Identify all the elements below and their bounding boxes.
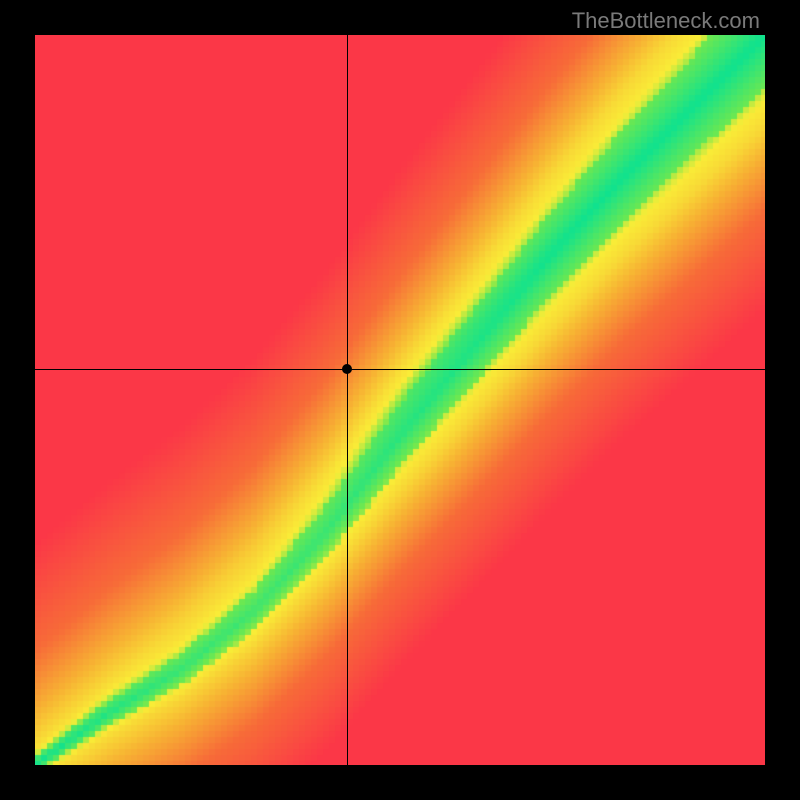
watermark-text: TheBottleneck.com [572,8,760,34]
crosshair-horizontal [35,369,765,370]
crosshair-marker [342,364,352,374]
heatmap-plot [35,35,765,765]
crosshair-vertical [347,35,348,765]
heatmap-canvas [35,35,765,765]
